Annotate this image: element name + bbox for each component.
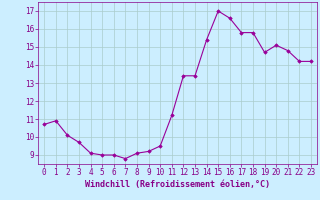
X-axis label: Windchill (Refroidissement éolien,°C): Windchill (Refroidissement éolien,°C): [85, 180, 270, 189]
